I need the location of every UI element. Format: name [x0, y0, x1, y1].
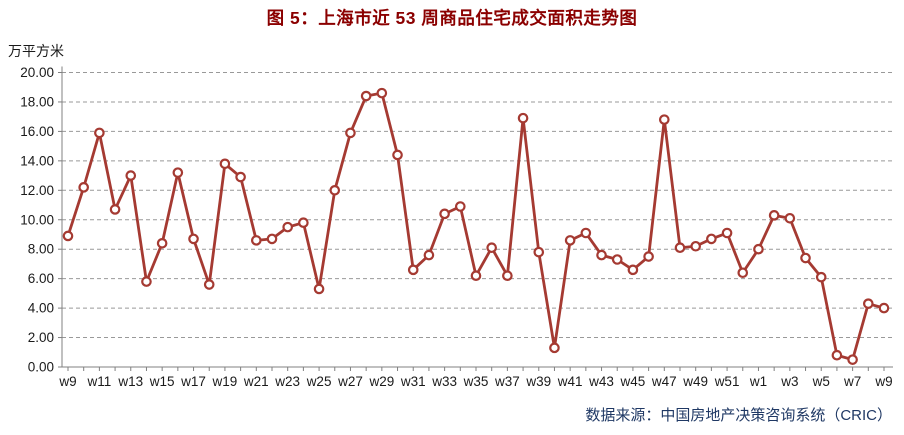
- data-point-marker: [564, 235, 576, 246]
- data-point-marker: [298, 217, 309, 228]
- data-point-marker: [235, 171, 246, 183]
- data-point-marker: [376, 87, 388, 99]
- data-point-marker: [753, 243, 764, 255]
- data-point-marker: [596, 249, 607, 261]
- y-tick-label: 14.00: [20, 153, 54, 168]
- data-point-marker: [360, 90, 372, 102]
- data-point-marker: [188, 233, 199, 245]
- data-point-marker: [156, 238, 168, 249]
- x-tick-label: w51: [714, 374, 740, 389]
- data-point-marker: [78, 182, 89, 193]
- data-point-marker: [674, 242, 686, 254]
- data-point-marker: [643, 251, 654, 262]
- x-tick-label: w27: [337, 374, 363, 389]
- data-point-marker: [313, 283, 325, 295]
- x-tick-label: w23: [274, 374, 300, 389]
- data-point-marker: [659, 114, 670, 125]
- data-point-marker: [345, 127, 356, 139]
- data-point-marker: [831, 349, 843, 361]
- x-tick-label: w1: [749, 374, 767, 389]
- data-point-marker: [690, 240, 701, 252]
- x-tick-label: w7: [843, 374, 861, 389]
- data-point-marker: [815, 271, 827, 283]
- data-point-marker: [172, 167, 184, 178]
- x-tick-label: w9: [58, 374, 76, 389]
- y-tick-label: 2.00: [28, 330, 54, 345]
- x-tick-label: w37: [494, 374, 520, 389]
- x-tick-label: w35: [463, 374, 489, 389]
- x-tick-label: w21: [243, 374, 269, 389]
- y-tick-label: 10.00: [20, 212, 54, 227]
- x-tick-label: w19: [212, 374, 238, 389]
- data-point-marker: [439, 208, 450, 220]
- data-point-marker: [455, 201, 466, 212]
- y-tick-label: 20.00: [20, 65, 54, 80]
- data-point-marker: [266, 233, 278, 245]
- data-point-marker: [878, 302, 890, 314]
- data-point-marker: [627, 264, 639, 276]
- x-tick-label: w5: [812, 374, 830, 389]
- data-point-marker: [580, 227, 592, 239]
- x-tick-label: w49: [682, 374, 708, 389]
- data-point-marker: [94, 127, 105, 139]
- x-tick-label: w29: [368, 374, 394, 389]
- data-point-marker: [847, 354, 858, 365]
- x-tick-label: w9: [874, 374, 892, 389]
- data-point-marker: [502, 270, 513, 282]
- data-point-marker: [784, 212, 796, 224]
- x-tick-label: w43: [588, 374, 614, 389]
- data-point-marker: [109, 204, 121, 215]
- x-tick-label: w3: [780, 374, 798, 389]
- data-point-marker: [329, 185, 341, 196]
- series-line: [66, 91, 886, 362]
- data-point-marker: [611, 254, 623, 265]
- data-point-marker: [737, 267, 749, 279]
- y-tick-label: 16.00: [20, 124, 54, 139]
- data-point-marker: [863, 298, 874, 309]
- x-tick-label: w13: [117, 374, 143, 389]
- y-tick-label: 4.00: [28, 301, 54, 316]
- x-tick-label: w25: [306, 374, 332, 389]
- y-tick-label: 12.00: [20, 183, 54, 198]
- data-point-marker: [423, 249, 435, 261]
- data-point-marker: [141, 276, 152, 287]
- x-tick-label: w17: [180, 374, 206, 389]
- x-tick-label: w47: [651, 374, 677, 389]
- y-tick-label: 18.00: [20, 94, 54, 109]
- data-point-marker: [282, 221, 293, 233]
- x-tick-label: w41: [557, 374, 583, 389]
- data-point-marker: [392, 149, 403, 161]
- data-point-marker: [768, 210, 780, 221]
- data-point-marker: [251, 235, 262, 246]
- data-point-marker: [800, 252, 811, 264]
- data-point-marker: [219, 158, 231, 170]
- data-point-marker: [706, 233, 717, 245]
- x-tick-label: w11: [87, 374, 112, 389]
- y-axis-unit-label: 万平方米: [8, 43, 64, 59]
- x-tick-label: w45: [620, 374, 646, 389]
- y-tick-label: 8.00: [28, 242, 54, 257]
- data-point-marker: [549, 342, 560, 354]
- x-tick-label: w15: [149, 374, 175, 389]
- x-tick-label: w39: [525, 374, 551, 389]
- data-point-marker: [533, 246, 545, 258]
- data-point-marker: [486, 242, 497, 254]
- data-point-marker: [203, 279, 215, 290]
- x-tick-label: w31: [400, 374, 426, 389]
- data-source-caption: 数据来源：中国房地产决策咨询系统（CRIC）: [585, 407, 892, 424]
- chart-title: 图 5：上海市近 53 周商品住宅成交面积走势图: [266, 8, 638, 28]
- data-point-marker: [62, 230, 74, 242]
- data-point-marker: [407, 264, 419, 276]
- x-tick-label: w33: [431, 374, 457, 389]
- y-tick-label: 6.00: [28, 271, 54, 286]
- chart-svg: 0.00 2.00 4.00 6.00 8.00 10.00 12.00 14.00 16.00…: [20, 65, 893, 389]
- data-point-marker: [470, 270, 482, 282]
- data-point-marker: [517, 112, 529, 124]
- y-tick-label: 0.00: [28, 360, 54, 375]
- data-point-marker: [721, 227, 733, 239]
- data-point-marker: [125, 170, 137, 181]
